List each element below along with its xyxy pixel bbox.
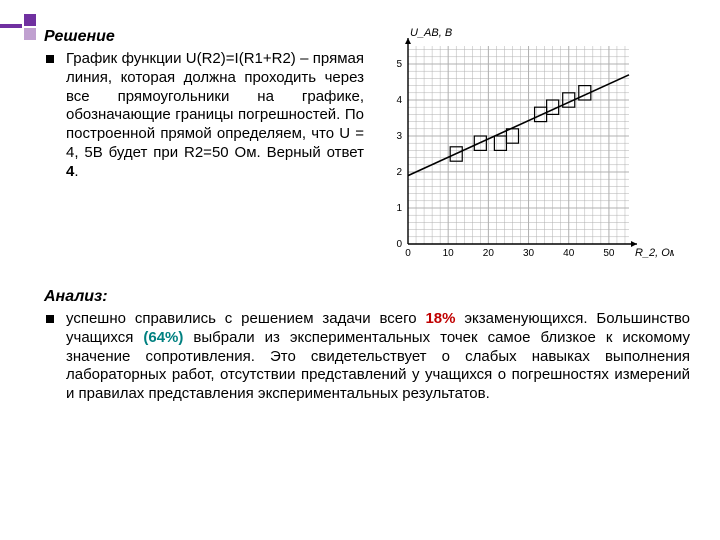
svg-text:1: 1 xyxy=(396,203,402,214)
svg-text:5: 5 xyxy=(396,59,402,70)
svg-text:20: 20 xyxy=(483,248,495,259)
solution-heading: Решение xyxy=(44,28,364,46)
bullet-icon xyxy=(46,315,54,323)
chart: 0 10 20 30 40 50 0 1 2 3 4 5 U_AB, В R_2, Ом xyxy=(374,28,674,268)
analysis-paragraph: успешно справились с решением задачи все… xyxy=(66,310,690,404)
svg-text:U_AB, В: U_AB, В xyxy=(410,28,452,39)
solution-column: Решение График функции U(R2)=I(R1+R2) – … xyxy=(44,28,364,268)
analysis-heading: Анализ: xyxy=(44,288,690,306)
svg-text:10: 10 xyxy=(443,248,455,259)
svg-text:50: 50 xyxy=(603,248,615,259)
solution-paragraph: График функции U(R2)=I(R1+R2) – прямая л… xyxy=(66,50,364,181)
content-area: Решение График функции U(R2)=I(R1+R2) – … xyxy=(44,28,690,404)
svg-text:2: 2 xyxy=(396,167,402,178)
svg-text:30: 30 xyxy=(523,248,535,259)
analysis-section: Анализ: успешно справились с решением за… xyxy=(44,288,690,404)
slide-decoration-line xyxy=(0,24,22,28)
slide-decoration-square xyxy=(24,14,36,26)
analysis-percent-2: (64%) xyxy=(143,329,183,346)
chart-column: 0 10 20 30 40 50 0 1 2 3 4 5 U_AB, В R_2, Ом xyxy=(374,28,690,268)
analysis-percent-1: 18% xyxy=(425,310,455,327)
analysis-text: успешно справились с решением задачи все… xyxy=(66,310,425,327)
top-row: Решение График функции U(R2)=I(R1+R2) – … xyxy=(44,28,690,268)
solution-text-end: . xyxy=(74,163,78,180)
svg-text:0: 0 xyxy=(396,239,402,250)
svg-text:4: 4 xyxy=(396,95,402,106)
solution-text: График функции U(R2)=I(R1+R2) – прямая л… xyxy=(66,50,364,161)
slide-decoration-square xyxy=(24,28,36,40)
svg-text:40: 40 xyxy=(563,248,575,259)
bullet-icon xyxy=(46,55,54,63)
svg-text:R_2, Ом: R_2, Ом xyxy=(635,247,674,259)
svg-text:0: 0 xyxy=(405,248,411,259)
svg-text:3: 3 xyxy=(396,131,402,142)
